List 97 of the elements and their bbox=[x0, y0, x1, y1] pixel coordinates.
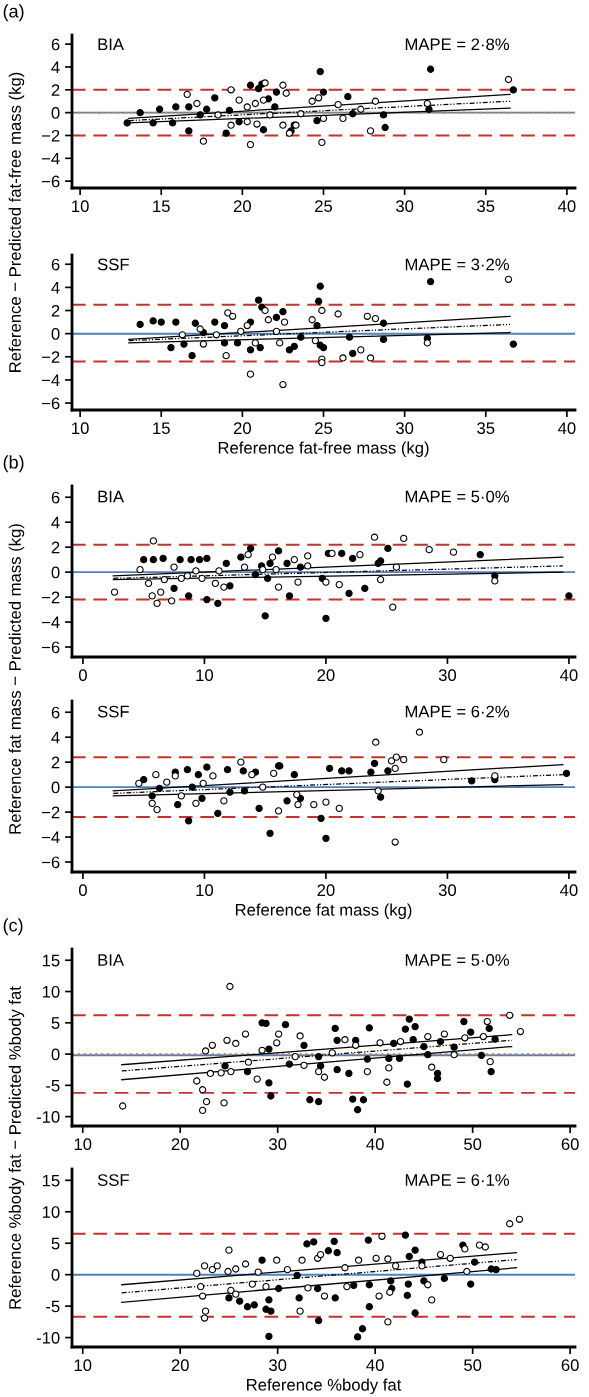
y-tick-label: 2 bbox=[51, 756, 60, 769]
x-tick-label: 25 bbox=[315, 422, 333, 435]
y-tick-label: 5 bbox=[51, 1017, 60, 1030]
y-tick-label: 6 bbox=[51, 491, 60, 504]
x-tick-label: 30 bbox=[269, 1359, 287, 1372]
x-tick-label: 20 bbox=[233, 200, 251, 213]
annotation: SSF bbox=[97, 258, 129, 271]
x-axis-title: Reference fat mass (kg) bbox=[235, 903, 412, 920]
y-tick-label: 4 bbox=[51, 516, 60, 529]
x-axis-title: Reference fat-free mass (kg) bbox=[218, 441, 429, 458]
y-tick-label: -10 bbox=[36, 1111, 60, 1123]
y-tick-label: 0 bbox=[51, 328, 60, 340]
y-tick-label: −6 bbox=[42, 175, 60, 188]
y-tick-label: 6 bbox=[51, 38, 60, 51]
y-tick-label: -10 bbox=[36, 1331, 60, 1344]
x-tick-label: 0 bbox=[78, 669, 87, 682]
x-tick-label: 30 bbox=[396, 200, 414, 213]
y-tick-label: 0 bbox=[51, 1269, 60, 1281]
y-tick-label: 15 bbox=[42, 954, 60, 967]
y-tick-label: 6 bbox=[51, 706, 60, 719]
y-tick-label: −2 bbox=[42, 591, 60, 604]
y-tick-label: 4 bbox=[51, 731, 60, 744]
y-tick-label: 2 bbox=[51, 84, 60, 96]
annotation: MAPE = 6·2% bbox=[405, 705, 510, 718]
x-tick-label: 50 bbox=[464, 1359, 482, 1372]
x-tick-label: 10 bbox=[72, 422, 89, 435]
y-tick-label: 4 bbox=[51, 281, 60, 294]
y-tick-label: -5 bbox=[46, 1079, 60, 1092]
annotation: MAPE = 6·1% bbox=[405, 1174, 510, 1186]
x-tick-label: 30 bbox=[269, 1138, 287, 1151]
x-tick-label: 30 bbox=[438, 884, 457, 897]
x-tick-label: 30 bbox=[438, 669, 457, 682]
x-tick-label: 30 bbox=[396, 422, 414, 435]
y-tick-label: 15 bbox=[42, 1174, 60, 1187]
x-tick-label: 40 bbox=[558, 200, 576, 213]
y-tick-label: 5 bbox=[51, 1237, 60, 1250]
y-tick-label: 0 bbox=[51, 107, 60, 119]
y-axis-title: Reference %body fat − Predicted %body fat bbox=[8, 986, 25, 1309]
x-tick-label: 60 bbox=[561, 1359, 579, 1372]
y-tick-label: −4 bbox=[42, 374, 60, 386]
annotation: BIA bbox=[98, 38, 124, 51]
annotation: MAPE = 2·8% bbox=[405, 38, 510, 51]
x-tick-label: 15 bbox=[153, 422, 170, 435]
annotation: BIA bbox=[98, 490, 124, 503]
x-tick-label: 35 bbox=[477, 200, 495, 213]
y-tick-label: −4 bbox=[42, 152, 60, 165]
y-tick-label: -5 bbox=[46, 1300, 60, 1313]
y-tick-label: 0 bbox=[51, 566, 60, 579]
annotation: SSF bbox=[97, 705, 129, 718]
annotation: BIA bbox=[98, 954, 124, 966]
y-axis-title: Reference fat mass − Predicted mass (kg) bbox=[8, 524, 25, 834]
x-tick-label: 15 bbox=[153, 200, 170, 213]
x-tick-label: 40 bbox=[558, 422, 576, 435]
x-tick-label: 25 bbox=[315, 200, 333, 213]
annotation: MAPE = 5·0% bbox=[405, 954, 510, 966]
x-tick-label: 10 bbox=[74, 1359, 92, 1372]
chart-title: (a) bbox=[3, 4, 24, 22]
y-tick-label: −6 bbox=[42, 856, 60, 869]
y-tick-label: −2 bbox=[42, 351, 60, 363]
x-tick-label: 60 bbox=[561, 1138, 579, 1151]
y-tick-label: 10 bbox=[42, 985, 60, 998]
chart-title: (b) bbox=[3, 455, 24, 473]
y-tick-label: 6 bbox=[51, 258, 60, 271]
y-tick-label: −2 bbox=[42, 129, 60, 142]
x-tick-label: 40 bbox=[560, 884, 578, 897]
annotation: SSF bbox=[97, 1174, 129, 1186]
x-tick-label: 40 bbox=[366, 1359, 384, 1372]
x-tick-label: 10 bbox=[196, 669, 214, 682]
x-tick-label: 35 bbox=[477, 422, 495, 435]
y-tick-label: 0 bbox=[51, 1048, 60, 1061]
x-tick-label: 40 bbox=[560, 669, 578, 682]
x-tick-label: 20 bbox=[317, 669, 335, 682]
annotation: MAPE = 3·2% bbox=[405, 258, 510, 271]
y-tick-label: 2 bbox=[51, 541, 60, 554]
x-tick-label: 50 bbox=[464, 1138, 482, 1151]
y-tick-label: 0 bbox=[51, 781, 60, 794]
x-tick-label: 20 bbox=[233, 422, 251, 435]
x-tick-label: 10 bbox=[72, 200, 89, 213]
y-tick-label: −6 bbox=[42, 397, 60, 410]
x-tick-label: 20 bbox=[171, 1138, 189, 1151]
x-tick-label: 10 bbox=[74, 1138, 92, 1151]
y-axis-title: Reference − Predicted fat-free mass (kg) bbox=[8, 72, 25, 372]
annotation: MAPE = 5·0% bbox=[405, 490, 510, 503]
x-axis-title: Reference %body fat bbox=[247, 1378, 402, 1395]
y-tick-label: −2 bbox=[42, 806, 60, 819]
x-tick-label: 20 bbox=[171, 1359, 189, 1372]
y-tick-label: 4 bbox=[51, 61, 60, 74]
y-tick-label: −4 bbox=[42, 831, 60, 844]
x-tick-label: 10 bbox=[196, 884, 214, 897]
y-tick-label: −4 bbox=[42, 616, 60, 629]
y-tick-label: 2 bbox=[51, 304, 60, 317]
x-tick-label: 20 bbox=[317, 884, 335, 897]
x-tick-label: 40 bbox=[366, 1138, 384, 1151]
x-tick-label: 0 bbox=[78, 884, 87, 897]
chart-title: (c) bbox=[3, 918, 23, 936]
y-tick-label: −6 bbox=[42, 641, 60, 654]
y-tick-label: 10 bbox=[42, 1206, 60, 1218]
